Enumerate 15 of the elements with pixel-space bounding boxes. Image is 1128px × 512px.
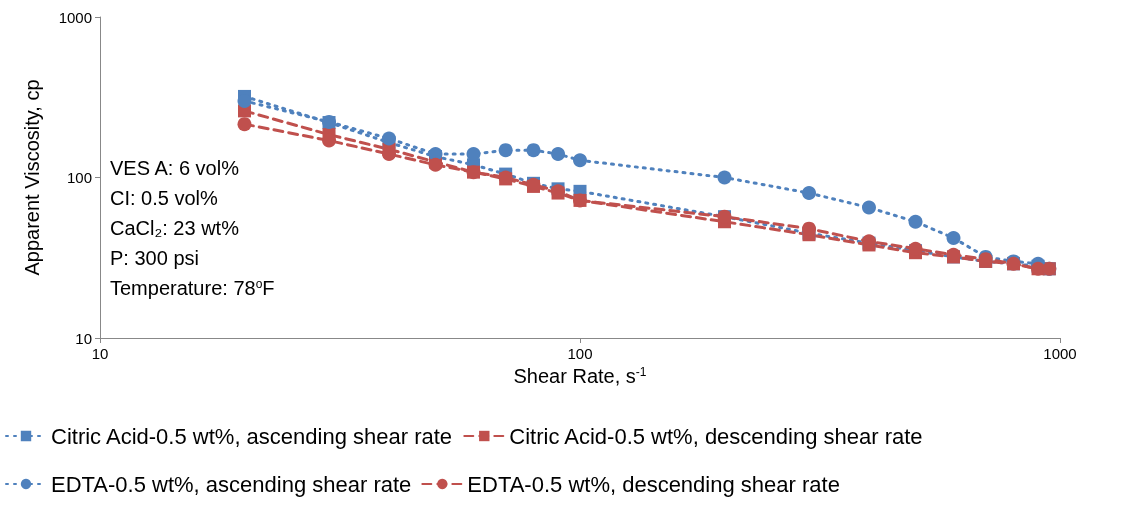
x-tick-label: 100 (567, 345, 593, 362)
annotation: CaCl₂: 23 wt% (110, 217, 240, 239)
annotation: P: 300 psi (110, 247, 199, 269)
y-tick-label: 10 (75, 329, 92, 347)
x-tick-label: 1000 (1043, 345, 1077, 362)
x-tick-label: 10 (91, 345, 109, 362)
legend-label: EDTA-0.5 wt%, descending shear rate (467, 471, 840, 497)
y-tick-label: 1000 (58, 8, 92, 26)
legend-label: Citric Acid-0.5 wt%, ascending shear rate (51, 423, 453, 449)
annotation: CI: 0.5 vol% (110, 187, 219, 209)
y-tick-label: 100 (66, 169, 92, 186)
legend-label: EDTA-0.5 wt%, ascending shear rate (51, 471, 412, 497)
annotation: VES A: 6 vol% (110, 157, 240, 179)
legend-label: Citric Acid-0.5 wt%, descending shear rate (509, 423, 923, 449)
y-axis-title: Apparent Viscosity, cp (21, 79, 43, 276)
